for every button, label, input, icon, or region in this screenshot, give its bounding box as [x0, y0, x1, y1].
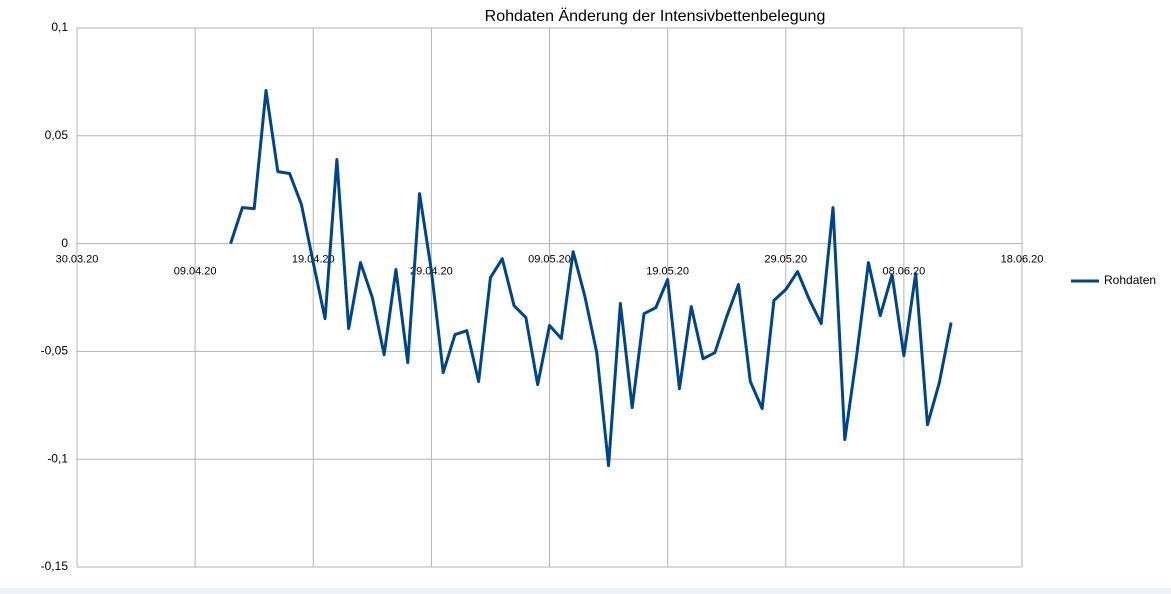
y-tick-label: -0,15 [41, 559, 69, 573]
y-tick-label: 0,05 [45, 128, 69, 142]
data-line [229, 89, 953, 468]
bottom-strip [0, 588, 1171, 594]
legend-label: Rohdaten [1104, 273, 1156, 287]
chart-title: Rohdaten Änderung der Intensivbettenbele… [485, 7, 826, 25]
x-tick-label: 08.06.20 [882, 266, 925, 278]
y-tick-label: 0,1 [51, 20, 68, 34]
y-tick-label: -0,1 [47, 451, 68, 465]
x-tick-label: 29.05.20 [764, 254, 807, 266]
x-tick-label: 09.05.20 [528, 254, 571, 266]
x-tick-label: 09.04.20 [174, 266, 217, 278]
y-tick-label: -0,05 [41, 344, 69, 358]
x-tick-label: 19.05.20 [646, 266, 689, 278]
x-tick-label: 30.03.20 [56, 254, 99, 266]
y-tick-label: 0 [61, 236, 68, 250]
x-tick-label: 18.06.20 [1001, 254, 1044, 266]
